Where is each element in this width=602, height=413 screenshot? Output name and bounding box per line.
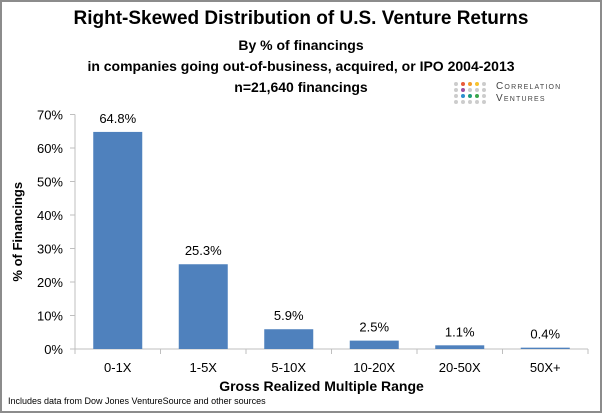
x-tick-label: 50X+ [530,360,561,375]
y-tick-label: 40% [37,208,63,223]
data-label: 1.1% [445,324,475,339]
logo-dot [468,82,472,86]
bar-20-50X [435,345,485,349]
logo-dot [482,82,486,86]
logo-dot-grid-icon [454,82,486,104]
bar-0-1X [93,131,143,349]
logo-dot [475,88,479,92]
bar-50X+ [520,347,570,349]
logo-dot [468,100,472,104]
data-label: 64.8% [99,111,136,126]
x-tick-label: 1-5X [190,360,218,375]
logo-dot [482,88,486,92]
data-label: 25.3% [185,243,222,258]
logo-dot [468,88,472,92]
bar-10-20X [349,340,399,349]
logo-dot [454,88,458,92]
logo-dot [454,94,458,98]
x-tick-label: 0-1X [104,360,132,375]
logo-dot [454,82,458,86]
logo-dot [482,94,486,98]
y-tick-label: 30% [37,242,63,257]
logo-dot [461,88,465,92]
data-label: 5.9% [274,308,304,323]
x-tick-label: 20-50X [439,360,481,375]
y-axis-title: % of Financings [10,182,25,282]
logo-line-1: Correlation [496,81,562,92]
y-tick-label: 60% [37,141,63,156]
y-tick-label: 0% [44,342,63,357]
x-tick-label: 5-10X [271,360,306,375]
x-axis-title: Gross Realized Multiple Range [219,378,424,394]
logo-dot [475,82,479,86]
logo-dot [475,100,479,104]
logo-dot [468,94,472,98]
y-tick-label: 10% [37,309,63,324]
logo-dot [482,100,486,104]
chart-title: Right-Skewed Distribution of U.S. Ventur… [73,8,529,29]
source-note: Includes data from Dow Jones VentureSour… [8,396,266,406]
correlation-ventures-logo: Correlation Ventures [452,80,592,106]
data-label: 0.4% [530,327,560,342]
bar-1-5X [178,264,228,349]
y-tick-label: 70% [37,108,63,123]
logo-dot [461,82,465,86]
chart-subtitle-2: in companies going out-of-business, acqu… [87,58,515,74]
x-tick-label: 10-20X [353,360,395,375]
chart-subtitle-3: n=21,640 financings [234,79,368,95]
logo-dot [461,100,465,104]
y-tick-label: 50% [37,175,63,190]
y-tick-label: 20% [37,275,63,290]
logo-dot [461,94,465,98]
data-label: 2.5% [359,320,389,335]
logo-dot [475,94,479,98]
logo-dot [454,100,458,104]
bar-5-10X [264,329,314,349]
logo-line-2: Ventures [496,93,546,104]
chart-subtitle-1: By % of financings [238,37,364,53]
